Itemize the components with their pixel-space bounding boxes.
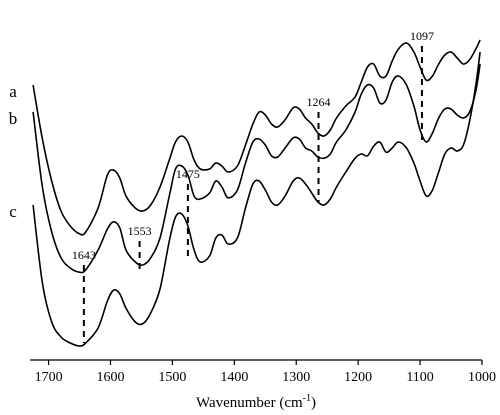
x-tick-label-1200: 1200 xyxy=(344,370,372,385)
x-tick-label-1600: 1600 xyxy=(96,370,124,385)
x-tick-label-1300: 1300 xyxy=(282,370,310,385)
peak-label-1097: 1097 xyxy=(410,29,434,43)
spectrum-curve-a xyxy=(32,39,481,236)
x-axis-ticks: 1700 1600 1500 1400 1300 1200 1100 1000 xyxy=(35,360,496,385)
x-axis-title: Wavenumber (cm-1) xyxy=(196,393,316,411)
series-label-b: b xyxy=(9,109,18,128)
spectra-curves xyxy=(32,39,481,347)
spectrum-curve-b xyxy=(32,63,481,274)
peak-label-1264: 1264 xyxy=(307,95,331,109)
peak-label-1643: 1643 xyxy=(72,248,96,262)
series-label-a: a xyxy=(9,82,17,101)
x-tick-label-1400: 1400 xyxy=(220,370,248,385)
series-labels: ab c xyxy=(9,82,18,221)
series-label-c: c xyxy=(9,202,17,221)
x-tick-label-1500: 1500 xyxy=(158,370,186,385)
peak-label-1553: 1553 xyxy=(128,224,152,238)
x-tick-label-1000: 1000 xyxy=(468,370,496,385)
spectrum-curve-c xyxy=(32,51,481,347)
x-tick-label-1100: 1100 xyxy=(406,370,433,385)
x-tick-label-1700: 1700 xyxy=(35,370,63,385)
